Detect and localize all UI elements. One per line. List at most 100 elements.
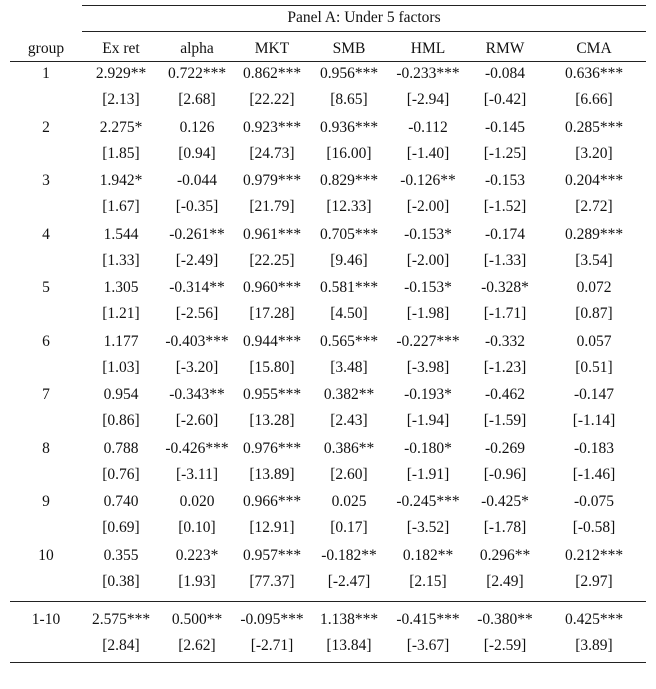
tstat-cell: [-2.94] (406, 91, 450, 108)
tstat-cell: [-2.00] (406, 251, 450, 269)
coefficient-cell: -0.153 (484, 172, 526, 189)
coefficient-cell: -0.343** (169, 386, 225, 403)
coefficient-cell: 0.382** (323, 386, 375, 403)
tstat-cell: [0.87] (575, 305, 613, 322)
group-label: 5 (42, 279, 50, 296)
coefficient-cell: 0.020 (179, 493, 215, 510)
tstat-cell: [0.76] (102, 465, 140, 483)
panel-rule (82, 31, 646, 32)
tstat-cell: [-1.14] (572, 412, 616, 429)
tstat-cell: [3.48] (330, 358, 368, 376)
coefficient-cell: 0.862*** (242, 65, 302, 82)
coefficient-cell: 0.944*** (242, 332, 302, 350)
tstat-cell: [3.89] (575, 637, 613, 654)
tstat-cell: [2.68] (178, 91, 216, 108)
coefficient-cell: 0.386** (323, 439, 375, 457)
column-header: alpha (180, 40, 214, 57)
coefficient-cell: 0.126 (179, 118, 215, 136)
tstat-cell: [0.51] (575, 358, 613, 376)
coefficient-cell: 0.956*** (319, 65, 379, 82)
coefficient-cell: -0.084 (484, 65, 526, 82)
tstat-cell: [1.67] (102, 198, 140, 215)
coefficient-cell: 0.955*** (242, 386, 302, 403)
coefficient-cell: -0.126** (400, 172, 456, 189)
group-label: 10 (38, 546, 54, 564)
coefficient-cell: 0.285*** (564, 118, 624, 136)
coefficient-cell: 0.829*** (319, 172, 379, 189)
tstat-cell: [-3.98] (406, 358, 450, 376)
tstat-cell: [13.84] (326, 637, 372, 654)
tstat-cell: [0.69] (102, 519, 140, 536)
coefficient-cell: -0.147 (573, 386, 615, 403)
tstat-cell: [2.60] (330, 465, 368, 483)
group-label: 7 (42, 386, 50, 403)
panel-title: Panel A: Under 5 factors (287, 9, 441, 26)
coefficient-cell: 0.923*** (242, 118, 302, 136)
tstat-cell: [-3.52] (406, 519, 450, 536)
tstat-cell: [22.22] (249, 91, 295, 108)
tstat-cell: [0.10] (178, 519, 216, 536)
tstat-cell: [-2.71] (250, 637, 294, 654)
coefficient-cell: -0.174 (484, 225, 526, 243)
coefficient-cell: 1.544 (103, 225, 139, 243)
tstat-cell: [-2.59] (483, 637, 527, 654)
tstat-cell: [0.17] (330, 519, 368, 536)
tstat-cell: [3.54] (575, 251, 613, 269)
tstat-cell: [-3.11] (175, 465, 219, 483)
tstat-cell: [0.86] (102, 412, 140, 429)
coefficient-cell: 0.966*** (242, 493, 302, 510)
coefficient-cell: 0.961*** (242, 225, 302, 243)
coefficient-cell: 0.976*** (242, 439, 302, 457)
tstat-cell: [-0.35] (175, 198, 219, 215)
coefficient-cell: 0.204*** (564, 172, 624, 189)
group-label: 6 (42, 332, 50, 350)
coefficient-cell: 1.177 (103, 332, 139, 350)
tstat-cell: [2.15] (409, 572, 447, 590)
tstat-cell: [-1.23] (483, 358, 527, 376)
tstat-cell: [22.25] (249, 251, 295, 269)
tstat-cell: [-1.78] (483, 519, 527, 536)
tstat-cell: [1.21] (102, 305, 140, 322)
coefficient-cell: 0.072 (576, 279, 612, 296)
tstat-cell: [-1.40] (406, 144, 450, 162)
group-label: 1 (42, 65, 50, 82)
column-header: MKT (254, 40, 290, 57)
coefficient-cell: 0.289*** (564, 225, 624, 243)
column-header: Ex ret (102, 40, 140, 57)
coefficient-cell: -0.182** (321, 546, 377, 564)
tstat-cell: [1.33] (102, 251, 140, 269)
tstat-cell: [13.28] (249, 412, 295, 429)
tstat-cell: [77.37] (249, 572, 295, 590)
coefficient-cell: -0.112 (408, 118, 448, 136)
tstat-cell: [-1.91] (406, 465, 450, 483)
group-label: 1-10 (31, 611, 61, 628)
coefficient-cell: 0.500** (171, 611, 223, 628)
coefficient-cell: -0.227*** (396, 332, 460, 350)
tstat-cell: [0.94] (178, 144, 216, 162)
tstat-cell: [12.33] (326, 198, 372, 215)
coefficient-cell: 1.942* (99, 172, 143, 189)
group-label: 4 (42, 225, 50, 243)
header-rule (10, 61, 646, 62)
coefficient-cell: -0.426*** (165, 439, 229, 457)
tstat-cell: [-2.49] (175, 251, 219, 269)
coefficient-cell: -0.193* (404, 386, 452, 403)
coefficient-cell: 0.979*** (242, 172, 302, 189)
tstat-cell: [2.43] (330, 412, 368, 429)
tstat-cell: [-1.25] (483, 144, 527, 162)
tstat-cell: [6.66] (575, 91, 613, 108)
tstat-cell: [2.72] (575, 198, 613, 215)
tstat-cell: [24.73] (249, 144, 295, 162)
coefficient-cell: 0.212*** (564, 546, 624, 564)
coefficient-cell: 0.788 (103, 439, 139, 457)
tstat-cell: [-1.46] (572, 465, 616, 483)
group-label: 8 (42, 439, 50, 457)
coefficient-cell: -0.044 (176, 172, 218, 189)
coefficient-cell: 0.581*** (319, 279, 379, 296)
tstat-cell: [4.50] (330, 305, 368, 322)
column-header: CMA (576, 40, 612, 57)
tstat-cell: [-0.42] (483, 91, 527, 108)
tstat-cell: [-2.00] (406, 198, 450, 215)
tstat-cell: [-1.71] (483, 305, 527, 322)
tstat-cell: [1.93] (178, 572, 216, 590)
